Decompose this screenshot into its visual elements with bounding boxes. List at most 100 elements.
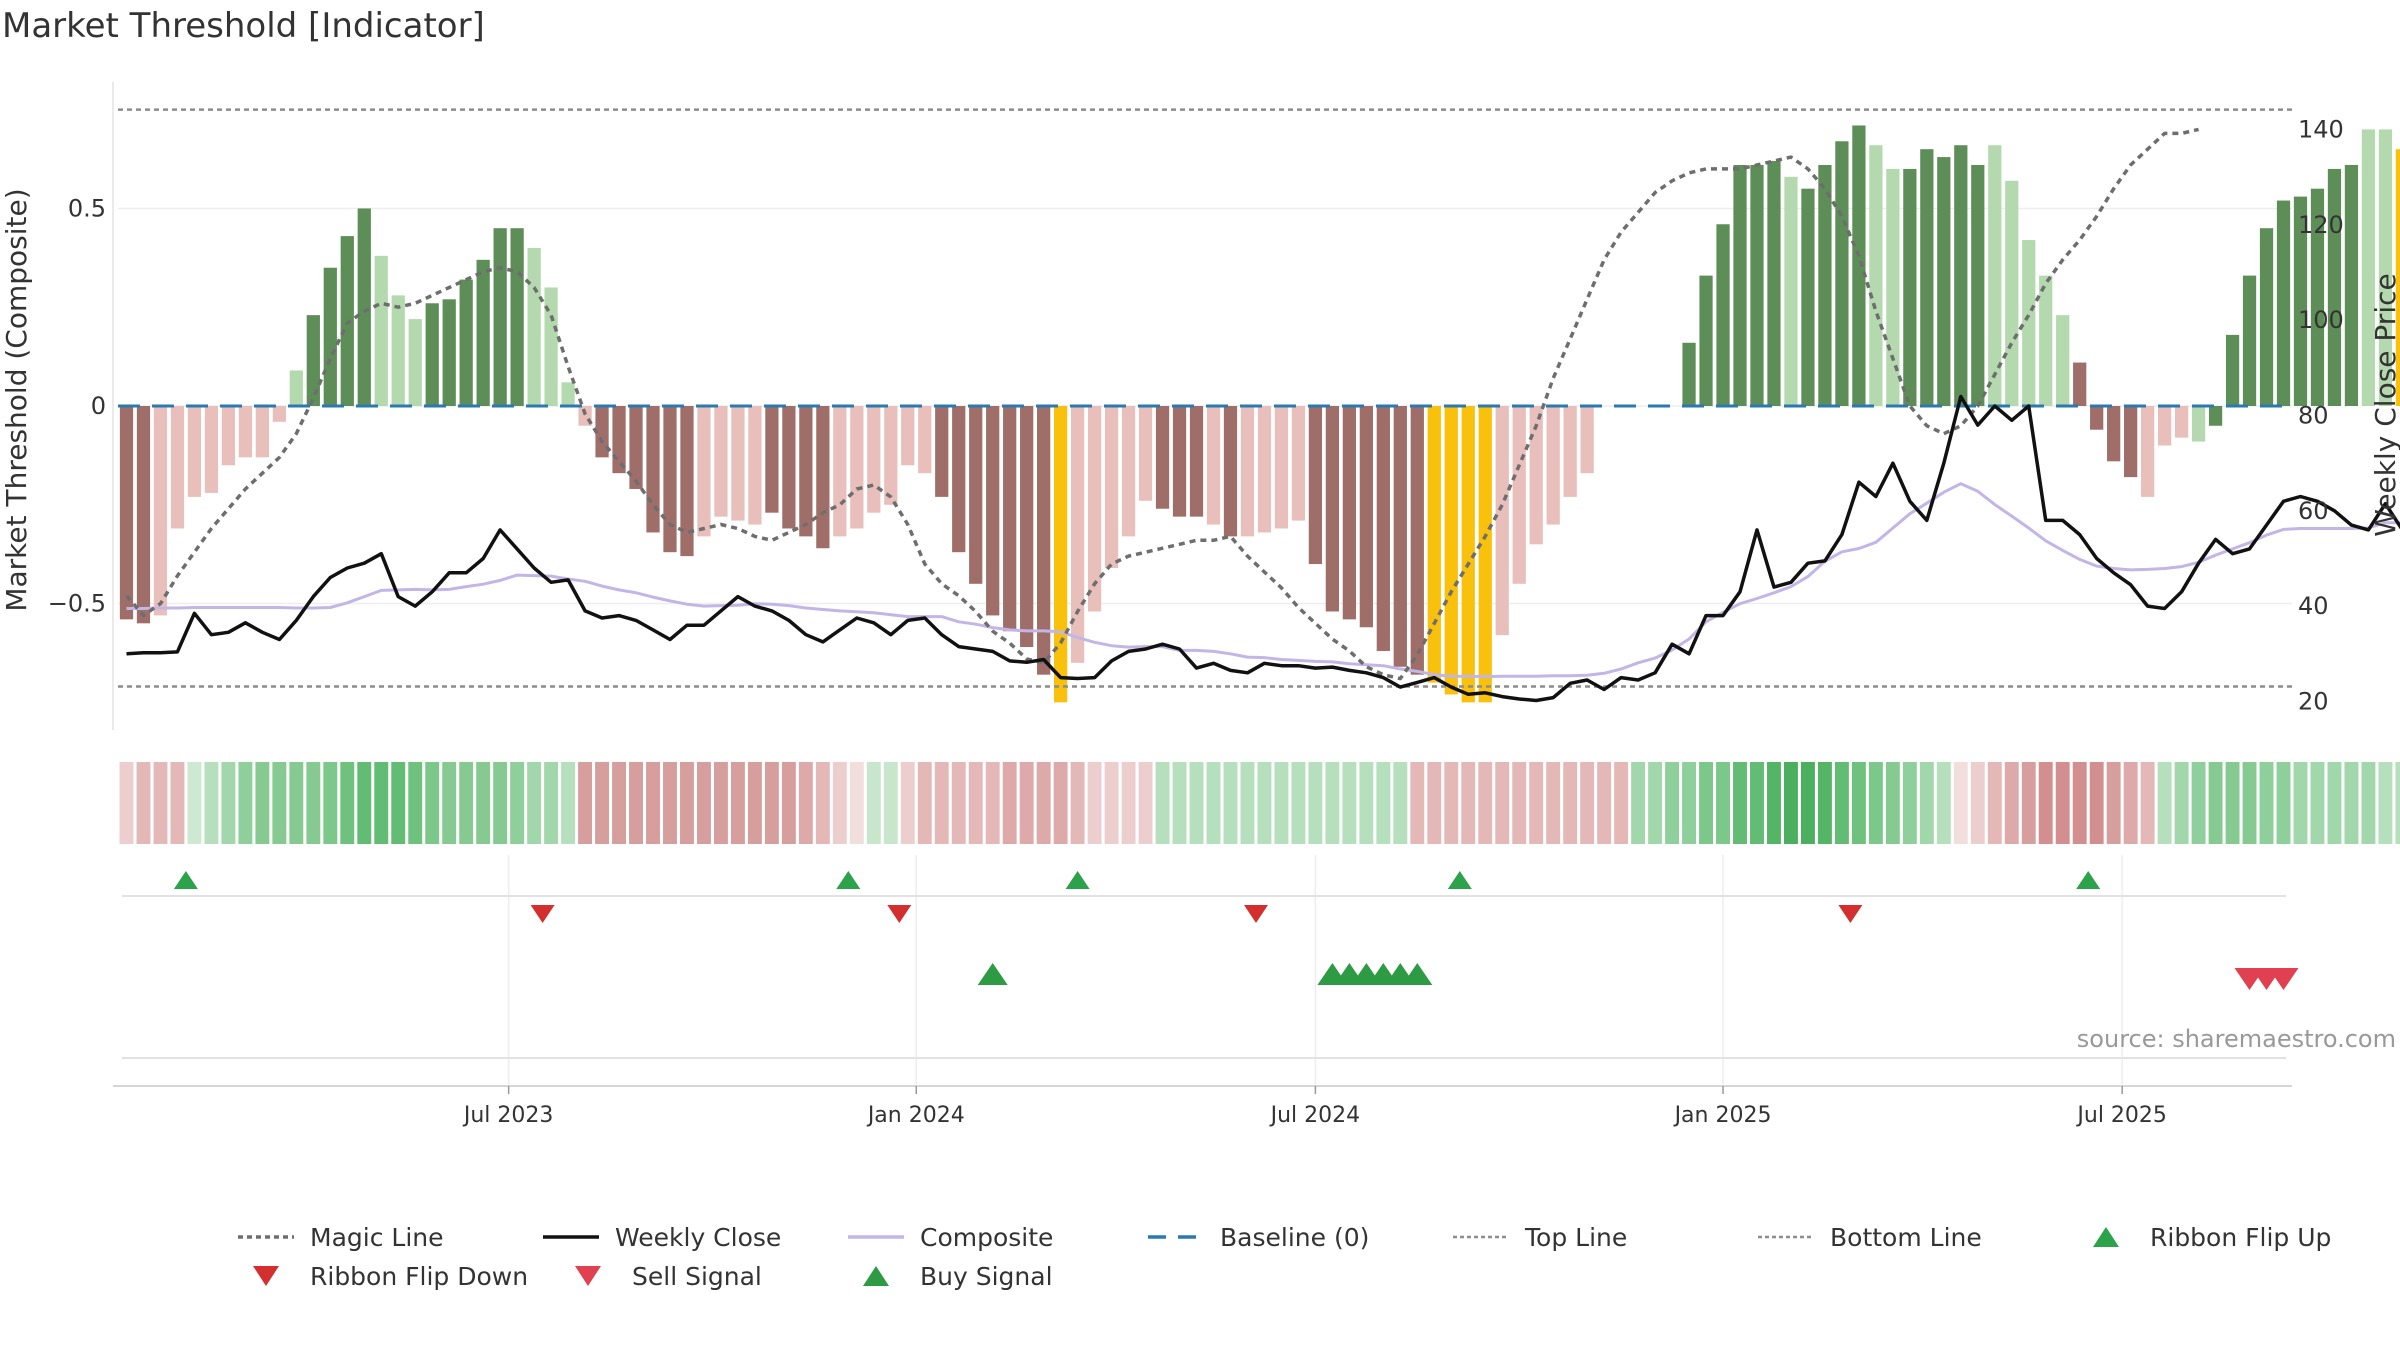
legend-label: Baseline (0): [1220, 1223, 1369, 1252]
threshold-bar: [612, 406, 626, 474]
threshold-bar: [799, 406, 813, 537]
threshold-bar: [170, 406, 185, 529]
ribbon-cell: [1631, 762, 1646, 844]
threshold-bar: [1699, 275, 1713, 406]
sell-signal-marker: [2268, 968, 2299, 990]
threshold-bar: [1784, 176, 1798, 406]
threshold-bar: [867, 406, 881, 513]
right-tick-label: 20: [2298, 687, 2329, 715]
ribbon-cell: [1376, 762, 1391, 844]
threshold-bar: [2056, 315, 2070, 406]
threshold-bar: [374, 255, 388, 406]
ribbon-cell: [1495, 762, 1510, 844]
ribbon-cell: [2361, 762, 2376, 844]
ribbon-cell: [493, 762, 508, 844]
ribbon-cell: [2038, 762, 2053, 844]
ribbon-cell: [968, 762, 983, 844]
ribbon-cell: [1580, 762, 1595, 844]
threshold-bar: [1682, 342, 1696, 406]
threshold-bar: [2174, 406, 2189, 438]
ribbon-cell: [1393, 762, 1408, 844]
threshold-bar: [901, 406, 915, 466]
ribbon-cell: [934, 762, 949, 844]
ribbon-cell: [340, 762, 355, 844]
legend-label: Ribbon Flip Down: [310, 1262, 528, 1291]
threshold-bar: [561, 382, 575, 406]
threshold-bar: [1461, 406, 1475, 703]
threshold-bar: [1818, 164, 1832, 406]
threshold-bar: [2157, 406, 2172, 446]
ribbon-cell: [1206, 762, 1221, 844]
legend-label: Magic Line: [310, 1223, 444, 1252]
threshold-bar: [1155, 406, 1170, 509]
buy-signal-marker: [1402, 963, 1433, 985]
ribbon-cell: [1478, 762, 1493, 844]
ribbon-cell: [1223, 762, 1238, 844]
threshold-bar: [1444, 406, 1458, 695]
threshold-bar: [1223, 406, 1238, 537]
ribbon-cell: [1783, 762, 1798, 844]
ribbon-cell: [1546, 762, 1561, 844]
x-tick-label: Jul 2024: [1269, 1103, 1361, 1128]
threshold-bar: [1767, 161, 1781, 406]
ribbon-cell: [2072, 762, 2087, 844]
threshold-bar: [1716, 224, 1730, 406]
threshold-bar: [1410, 406, 1424, 675]
threshold-bar: [2395, 149, 2400, 407]
ribbon-cell: [1919, 762, 1934, 844]
ribbon-cell: [696, 762, 711, 844]
threshold-bar: [289, 370, 303, 406]
ribbon-cell: [187, 762, 202, 844]
threshold-bar: [697, 406, 711, 537]
buy-signal-marker: [977, 963, 1008, 985]
ribbon-cell: [713, 762, 728, 844]
threshold-bar: [1257, 406, 1272, 533]
threshold-bar: [493, 228, 507, 406]
threshold-bar: [1937, 157, 1951, 406]
threshold-bar: [1206, 406, 1221, 525]
ribbon-cell: [289, 762, 304, 844]
threshold-bar: [136, 406, 151, 624]
threshold-bar: [1138, 406, 1153, 501]
legend-swatch-ribbon-flip-up: [2093, 1227, 2119, 1247]
right-tick-label: 100: [2298, 306, 2344, 334]
threshold-bar: [1037, 406, 1051, 675]
threshold-bar: [1325, 406, 1340, 612]
threshold-bar: [1852, 125, 1866, 407]
ribbon-cell: [2344, 762, 2359, 844]
threshold-bar: [2191, 406, 2206, 442]
legend-label: Sell Signal: [632, 1262, 762, 1291]
ribbon-cell: [612, 762, 627, 844]
ribbon-cell: [2293, 762, 2308, 844]
axes: 0.5 0 −0.5 20 40 60 80 100 120 140 Market Threshol…: [0, 82, 2400, 1128]
ribbon-cell: [204, 762, 219, 844]
threshold-bar: [221, 406, 236, 466]
threshold-bar: [187, 406, 202, 497]
ribbon-cell: [1987, 762, 2002, 844]
threshold-bar: [1988, 145, 2002, 406]
threshold-bar: [1070, 406, 1085, 663]
ribbon-flip-up-marker: [2076, 871, 2101, 889]
threshold-bar: [119, 406, 134, 620]
threshold-bar: [408, 319, 422, 406]
ribbon-cell: [663, 762, 677, 844]
threshold-bar: [2005, 180, 2019, 406]
threshold-bar: [1512, 406, 1526, 584]
threshold-bar: [1121, 406, 1136, 537]
ribbon-cell: [1189, 762, 1204, 844]
ribbon-cell: [747, 762, 762, 844]
threshold-bar: [1104, 406, 1119, 568]
threshold-bar: [2039, 275, 2053, 406]
ribbon-cell: [866, 762, 881, 844]
ribbon-cell: [1868, 762, 1883, 844]
ribbon-flip-up-marker: [1447, 871, 1472, 889]
threshold-bar: [1546, 406, 1560, 525]
threshold-bar: [476, 259, 490, 406]
threshold-bar: [1342, 406, 1356, 620]
ribbon-cell: [476, 762, 491, 844]
ribbon-cell: [306, 762, 321, 844]
threshold-bar: [595, 406, 609, 458]
ribbon-cell: [2310, 762, 2325, 844]
ribbon-cell: [1002, 762, 1017, 844]
